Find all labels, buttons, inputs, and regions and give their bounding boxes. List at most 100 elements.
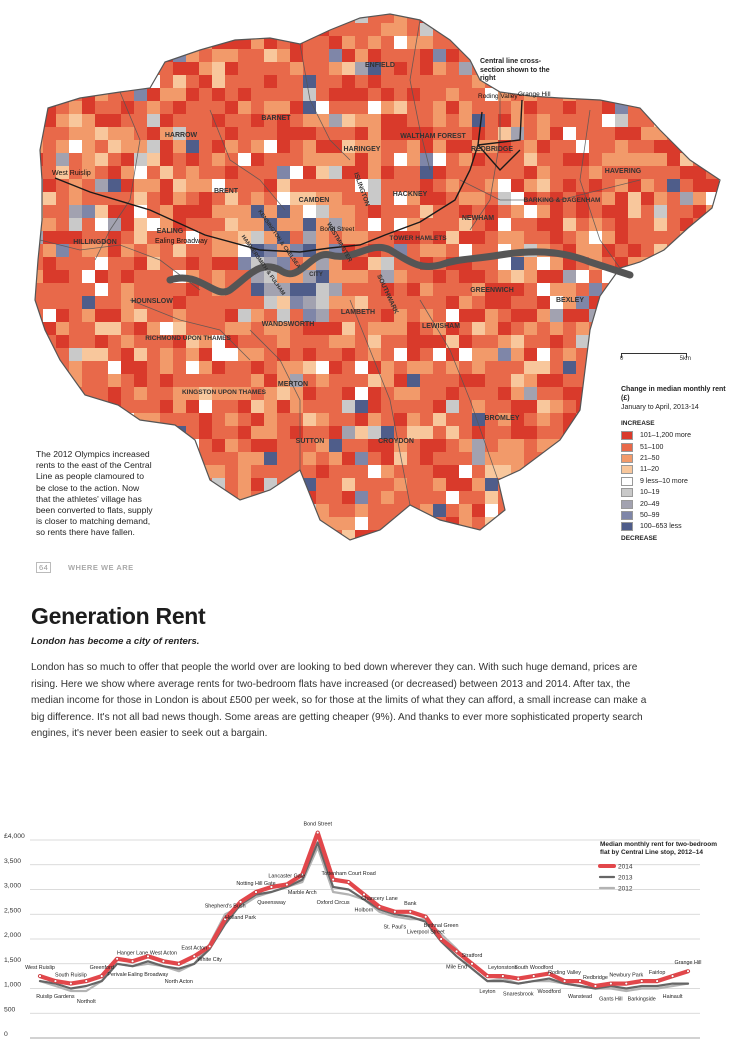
map-cell (95, 166, 108, 179)
station-point (84, 979, 88, 983)
map-cell (485, 348, 498, 361)
map-cell (342, 296, 355, 309)
map-cell (173, 179, 186, 192)
map-cell (316, 465, 329, 478)
map-cell (134, 127, 147, 140)
map-cell (446, 140, 459, 153)
map-cell (446, 543, 459, 556)
map-cell (368, 283, 381, 296)
map-cell (108, 296, 121, 309)
station-point (439, 937, 443, 941)
map-cell (420, 192, 433, 205)
legend-label: 20–49 (640, 500, 660, 508)
map-cell (95, 101, 108, 114)
map-cell (537, 140, 550, 153)
map-cell (602, 179, 615, 192)
map-cell (654, 75, 667, 88)
map-cell (680, 23, 693, 36)
map-cell (95, 270, 108, 283)
map-cell (56, 387, 69, 400)
map-cell (394, 439, 407, 452)
y-tick-label: £4,000 (4, 833, 25, 840)
map-cell (602, 348, 615, 361)
map-cell (147, 231, 160, 244)
map-cell (290, 231, 303, 244)
map-cell (329, 439, 342, 452)
map-cell (342, 75, 355, 88)
map-cell (706, 88, 719, 101)
map-cell (277, 14, 290, 23)
map-cell (186, 413, 199, 426)
map-cell (576, 153, 589, 166)
map-cell (225, 270, 238, 283)
map-cell (667, 335, 680, 348)
map-cell (108, 309, 121, 322)
map-cell (212, 491, 225, 504)
map-cell (342, 491, 355, 504)
map-cell (719, 283, 720, 296)
map-cell (472, 36, 485, 49)
map-cell (290, 192, 303, 205)
map-cell (667, 101, 680, 114)
map-cell (550, 543, 563, 556)
map-cell (108, 374, 121, 387)
map-cell (511, 387, 524, 400)
map-cell (550, 192, 563, 205)
map-cell (368, 452, 381, 465)
map-cell (719, 322, 720, 335)
map-cell (35, 348, 43, 361)
station-point (547, 971, 551, 976)
map-cell (654, 179, 667, 192)
map-cell (407, 23, 420, 36)
map-cell (589, 491, 602, 504)
map-cell (238, 439, 251, 452)
map-cell (719, 205, 720, 218)
map-cell (199, 49, 212, 62)
map-cell (43, 23, 56, 36)
map-cell (290, 491, 303, 504)
map-cell (134, 231, 147, 244)
map-cell (173, 231, 186, 244)
map-cell (342, 400, 355, 413)
map-cell (56, 36, 69, 49)
map-cell (654, 205, 667, 218)
map-cell (693, 153, 706, 166)
map-cell (108, 75, 121, 88)
map-cell (134, 361, 147, 374)
map-cell (524, 426, 537, 439)
map-cell (134, 244, 147, 257)
map-cell (355, 309, 368, 322)
map-cell (602, 426, 615, 439)
station-point (254, 890, 258, 894)
station-point (454, 949, 459, 954)
map-cell (134, 192, 147, 205)
map-cell (329, 543, 342, 556)
map-cell (147, 127, 160, 140)
map-cell (719, 14, 720, 23)
map-cell (108, 231, 121, 244)
map-cell (121, 387, 134, 400)
map-cell (472, 426, 485, 439)
station-label: Queensway (257, 900, 286, 906)
borough-label-redbridge: REDBRIDGE (471, 146, 513, 153)
map-cell (82, 231, 95, 244)
map-cell (667, 270, 680, 283)
map-cell (108, 543, 121, 556)
map-legend: Change in median monthly rent (£) Januar… (621, 385, 731, 545)
map-cell (589, 283, 602, 296)
map-cell (82, 140, 95, 153)
map-cell (407, 361, 420, 374)
map-cell (511, 504, 524, 517)
map-cell (641, 62, 654, 75)
map-cell (69, 309, 82, 322)
map-cell (264, 348, 277, 361)
map-cell (589, 400, 602, 413)
map-cell (238, 257, 251, 270)
map-cell (355, 413, 368, 426)
map-cell (433, 62, 446, 75)
map-cell (654, 309, 667, 322)
map-cell (641, 153, 654, 166)
map-cell (186, 491, 199, 504)
map-cell (316, 504, 329, 517)
map-cell (433, 244, 446, 257)
